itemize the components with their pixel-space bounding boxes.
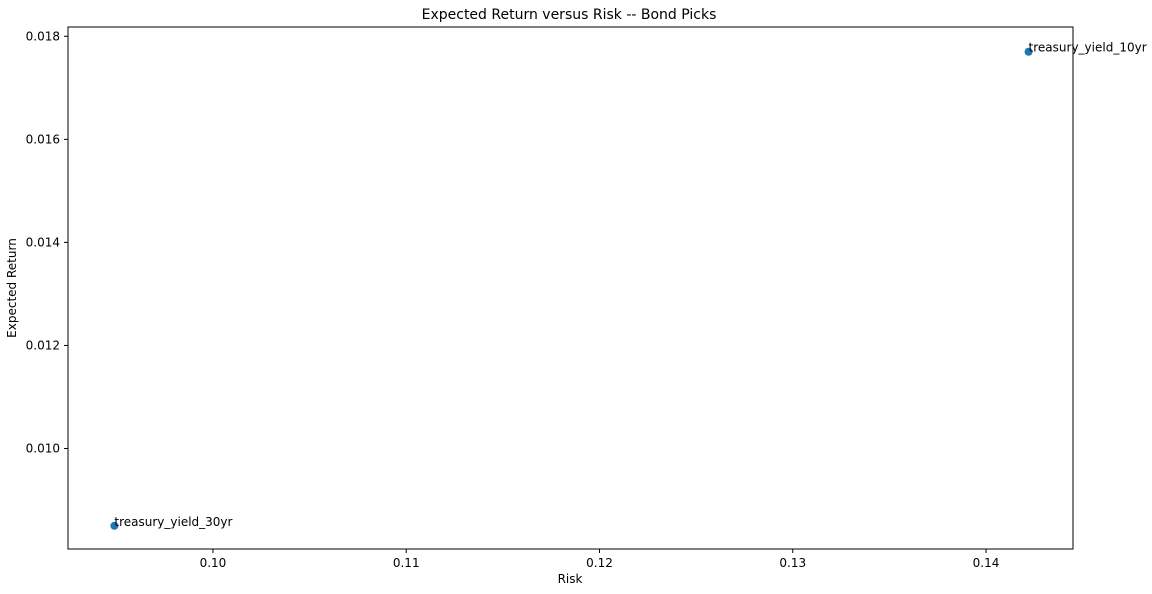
point-annotation: treasury_yield_30yr bbox=[114, 515, 232, 529]
x-tick-label: 0.14 bbox=[973, 556, 1000, 570]
x-tick-label: 0.10 bbox=[200, 556, 227, 570]
x-axis-label: Risk bbox=[558, 572, 583, 586]
x-axis: 0.10 0.11 0.12 0.13 0.14 bbox=[200, 549, 1000, 570]
data-point bbox=[110, 521, 119, 530]
y-tick-label: 0.014 bbox=[26, 235, 60, 249]
y-tick-label: 0.018 bbox=[26, 29, 60, 43]
data-point bbox=[1024, 47, 1033, 56]
y-tick-label: 0.010 bbox=[26, 442, 60, 456]
point-annotation: treasury_yield_10yr bbox=[1029, 41, 1147, 55]
x-tick-label: 0.11 bbox=[393, 556, 420, 570]
plot-area bbox=[67, 26, 1074, 550]
y-tick-label: 0.012 bbox=[26, 338, 60, 352]
x-tick-label: 0.13 bbox=[779, 556, 806, 570]
y-axis-label: Expected Return bbox=[5, 238, 19, 338]
plot-frame bbox=[67, 26, 1074, 550]
data-points: treasury_yield_10yr treasury_yield_30yr bbox=[110, 41, 1147, 530]
chart-title: Expected Return versus Risk -- Bond Pick… bbox=[422, 7, 717, 23]
y-axis: 0.010 0.012 0.014 0.016 0.018 bbox=[26, 29, 68, 456]
y-tick-label: 0.016 bbox=[26, 132, 60, 146]
x-tick-label: 0.12 bbox=[586, 556, 613, 570]
